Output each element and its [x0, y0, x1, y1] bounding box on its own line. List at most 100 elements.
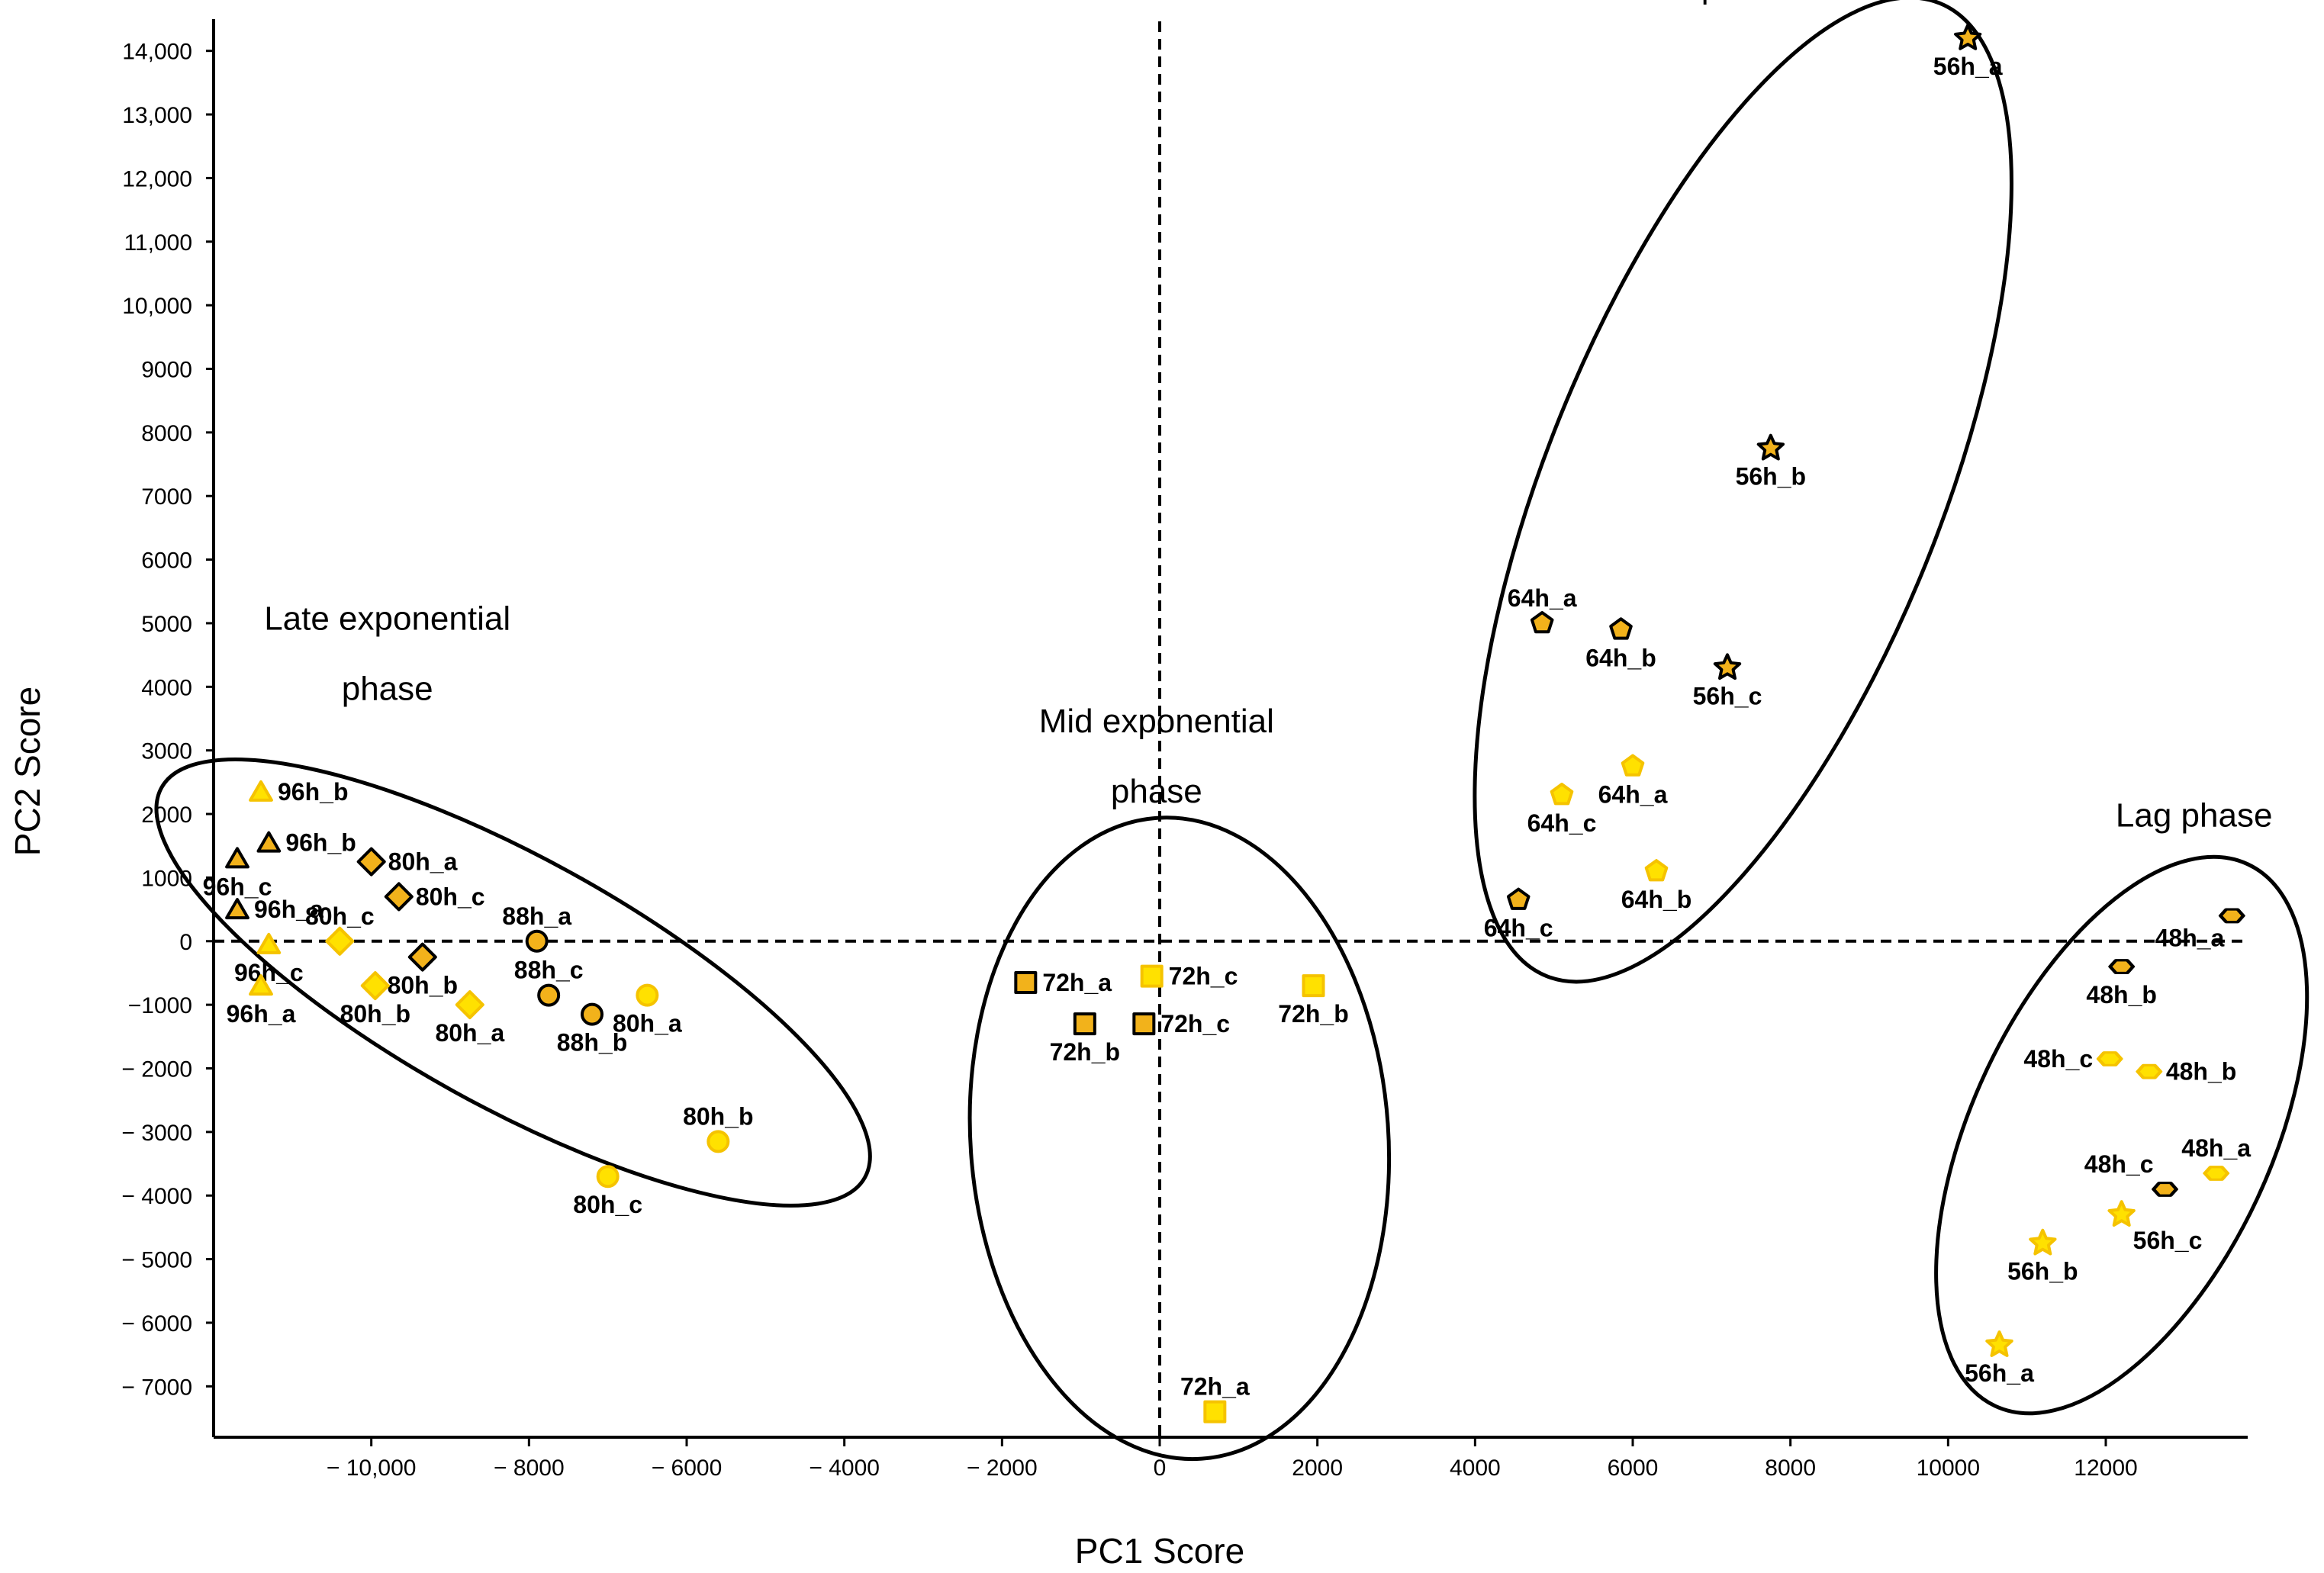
- y-axis-title: PC2 Score: [8, 687, 47, 856]
- point-label: 80h_c: [305, 902, 375, 930]
- x-tick-label: 0: [1154, 1456, 1167, 1481]
- point-label: 80h_a: [388, 848, 458, 876]
- point-label: 56h_a: [1933, 53, 2003, 80]
- x-tick-label: 12000: [2074, 1456, 2137, 1481]
- square-marker: [1140, 964, 1164, 988]
- star-marker: [1954, 24, 1982, 50]
- data-points: 56h_a56h_b56h_c64h_a64h_b64h_c64h_a64h_c…: [203, 24, 2251, 1423]
- point-label: 56h_b: [1736, 463, 1806, 491]
- square-marker: [1014, 970, 1038, 994]
- x-tick-label: 10000: [1917, 1456, 1980, 1481]
- diamond-marker: [360, 971, 390, 1001]
- y-tick-label: − 7000: [121, 1375, 192, 1400]
- triangle-marker: [256, 932, 282, 954]
- y-tick-label: − 3000: [121, 1121, 192, 1146]
- x-axis-ticks: − 10,000 − 8000 − 6000 − 4000 − 2000 0 2000 400…: [327, 1437, 2138, 1481]
- point-label: 48h_c: [2023, 1045, 2093, 1073]
- triangle-marker: [256, 831, 282, 853]
- lag-phase-ellipse: [1934, 854, 2310, 1416]
- y-tick-label: − 4000: [121, 1184, 192, 1209]
- x-tick-label: 6000: [1608, 1456, 1659, 1481]
- y-tick-label: 0: [179, 930, 192, 955]
- early-exponential-phase-ellipse: [1473, 0, 2013, 984]
- point-label: 80h_c: [416, 883, 485, 910]
- point-label: 72h_a: [1042, 969, 1112, 996]
- point-label: 48h_c: [2084, 1150, 2154, 1178]
- point-label: 72h_b: [1050, 1038, 1120, 1066]
- point-label: 80h_a: [613, 1010, 682, 1037]
- diamond-marker: [407, 942, 437, 972]
- late-exponential-phase-label: phase: [342, 671, 433, 708]
- circle-marker: [525, 929, 549, 953]
- triangle-marker: [249, 974, 273, 996]
- square-marker: [1132, 1012, 1156, 1036]
- point-label: 96h_a: [227, 1000, 296, 1028]
- circle-marker: [581, 1002, 604, 1026]
- phase-regions: Late exponential phase Mid exponential phas…: [154, 0, 2310, 1462]
- point-label: 56h_a: [1965, 1359, 2034, 1387]
- triangle-marker: [225, 898, 249, 920]
- point-label: 64h_c: [1527, 809, 1597, 837]
- x-tick-label: − 2000: [967, 1456, 1038, 1481]
- pentagon-marker: [1550, 783, 1574, 806]
- point-label: 80h_c: [573, 1191, 642, 1218]
- y-tick-label: 5000: [141, 612, 192, 637]
- mid-exponential-phase-ellipse: [967, 815, 1392, 1462]
- pentagon-marker: [1506, 887, 1531, 910]
- point-label: 56h_c: [1693, 682, 1762, 709]
- point-label: 64h_b: [1585, 644, 1656, 671]
- point-label: 48h_b: [2086, 981, 2156, 1008]
- point-label: 72h_a: [1180, 1373, 1250, 1401]
- x-tick-label: − 4000: [809, 1456, 880, 1481]
- circle-marker: [636, 983, 659, 1007]
- point-label: 56h_c: [2133, 1227, 2203, 1254]
- y-tick-label: − 2000: [121, 1057, 192, 1082]
- lag-phase-label: Lag phase: [2116, 796, 2273, 834]
- y-tick-label: 13,000: [122, 103, 192, 128]
- hexagon-marker: [2096, 1051, 2123, 1066]
- circle-marker: [707, 1130, 730, 1153]
- star-marker: [1756, 433, 1785, 461]
- pentagon-marker: [1644, 859, 1669, 882]
- y-tick-label: 7000: [141, 484, 192, 510]
- point-label: 96h_b: [278, 778, 348, 806]
- x-tick-label: 4000: [1450, 1456, 1501, 1481]
- diamond-marker: [325, 926, 355, 956]
- hexagon-marker: [2136, 1063, 2163, 1079]
- point-label: 96h_a: [254, 896, 323, 923]
- point-label: 64h_a: [1508, 584, 1577, 612]
- triangle-marker: [225, 847, 249, 869]
- y-tick-label: 9000: [141, 357, 192, 382]
- point-label: 80h_b: [388, 972, 458, 999]
- pentagon-marker: [1609, 617, 1633, 640]
- diamond-marker: [384, 882, 414, 912]
- star-marker: [2107, 1200, 2136, 1227]
- point-label: 72h_b: [1278, 1000, 1348, 1028]
- y-tick-label: 14,000: [122, 40, 192, 65]
- point-label: 96h_c: [234, 959, 304, 986]
- y-tick-label: 3000: [141, 739, 192, 764]
- square-marker: [1203, 1400, 1227, 1423]
- circle-marker: [537, 983, 561, 1007]
- axes: [212, 19, 2248, 1439]
- late-exponential-phase-ellipse: [154, 758, 872, 1208]
- x-tick-label: − 10,000: [327, 1456, 417, 1481]
- point-label: 80h_a: [435, 1019, 504, 1047]
- circle-marker: [596, 1165, 620, 1189]
- y-tick-label: 12,000: [122, 166, 192, 191]
- x-tick-label: 8000: [1765, 1456, 1816, 1481]
- y-tick-label: 6000: [141, 548, 192, 574]
- star-marker: [1985, 1330, 2013, 1357]
- zero-lines: [214, 21, 2248, 1437]
- diamond-marker: [356, 847, 386, 877]
- point-label: 80h_b: [683, 1102, 753, 1130]
- mid-exponential-phase-label: Mid exponential: [1039, 703, 1274, 740]
- point-label: 48h_a: [2155, 924, 2225, 951]
- y-tick-label: 1000: [141, 866, 192, 891]
- point-label: 96h_c: [203, 873, 272, 900]
- point-label: 80h_b: [340, 1000, 410, 1028]
- point-label: 56h_b: [2007, 1258, 2078, 1285]
- point-label: 96h_b: [285, 829, 356, 857]
- point-label: 88h_c: [514, 957, 584, 984]
